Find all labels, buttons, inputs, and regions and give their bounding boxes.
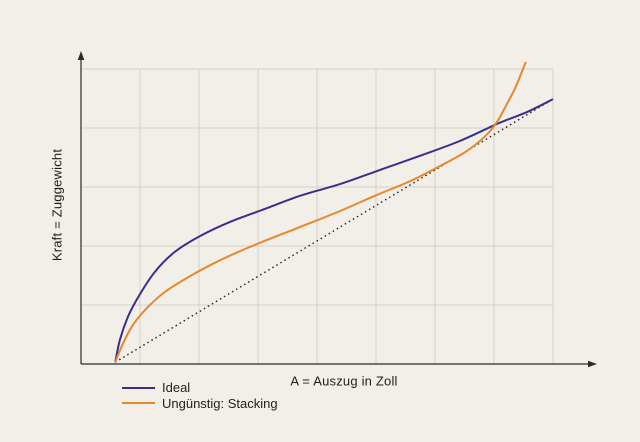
legend-label-ideal: Ideal xyxy=(162,380,191,396)
legend-label-stacking: Ungünstig: Stacking xyxy=(162,395,278,411)
series-linear-reference xyxy=(114,98,554,363)
x-axis-label: A = Auszug in Zoll xyxy=(290,373,398,389)
y-axis-label: Kraft = Zuggewicht xyxy=(49,148,65,262)
series-ung-nstig-stacking xyxy=(114,61,527,363)
legend-item-ideal: Ideal xyxy=(122,380,278,396)
series-ideal xyxy=(114,98,554,363)
legend-line-swatch-ideal xyxy=(122,386,155,389)
legend-line-swatch-stacking xyxy=(122,402,155,405)
legend-item-stacking: Ungünstig: Stacking xyxy=(122,396,278,412)
legend: Ideal Ungünstig: Stacking xyxy=(122,380,278,411)
